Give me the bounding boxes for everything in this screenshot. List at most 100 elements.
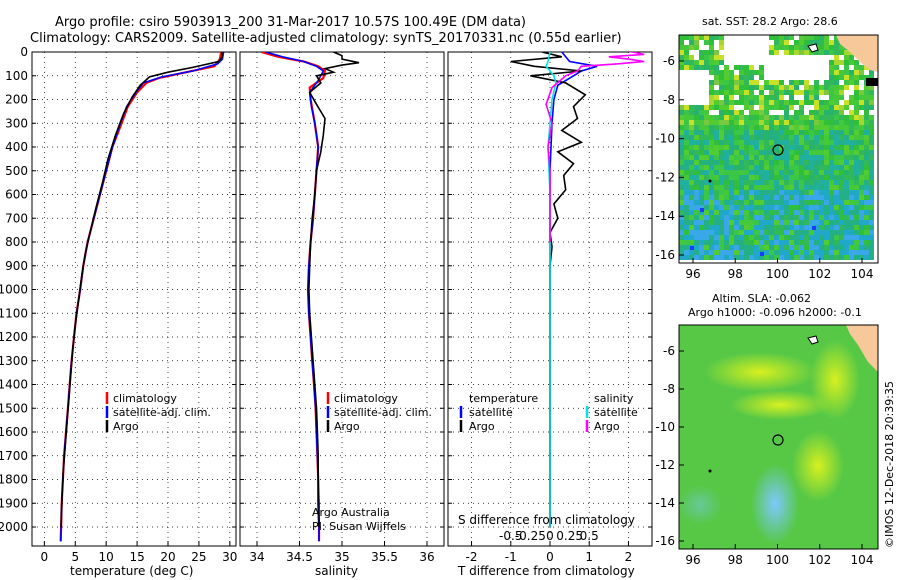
sst-cell — [709, 240, 714, 245]
sst-cell — [864, 145, 869, 150]
sst-cell — [749, 75, 754, 80]
sst-cell — [854, 180, 859, 185]
sst-cell — [749, 95, 754, 100]
sst-cell — [759, 240, 764, 245]
sst-cell — [709, 100, 714, 105]
sst-cell — [864, 255, 869, 260]
sst-cell — [729, 180, 734, 185]
sst-cell — [724, 160, 729, 165]
sst-cell — [839, 90, 844, 95]
depth-tick-label: 100 — [5, 69, 28, 83]
sst-cell — [804, 135, 809, 140]
top-tick-label: -0.25 — [515, 529, 546, 543]
sst-cell — [694, 215, 699, 220]
sst-cell — [744, 220, 749, 225]
sst-cell — [779, 120, 784, 125]
sst-cell — [734, 100, 739, 105]
sst-cell — [764, 150, 769, 155]
sst-cell — [794, 40, 799, 45]
x-tick-label: 36 — [419, 550, 434, 564]
sst-cell — [829, 40, 834, 45]
sst-cell — [829, 250, 834, 255]
sst-cell — [774, 115, 779, 120]
sst-cell — [854, 175, 859, 180]
sst-cell — [799, 150, 804, 155]
sst-cell — [774, 40, 779, 45]
sst-cell — [759, 95, 764, 100]
sst-cell — [849, 130, 854, 135]
sst-cell — [744, 150, 749, 155]
sst-cell — [854, 110, 859, 115]
sst-cell — [844, 140, 849, 145]
sst-cell — [844, 230, 849, 235]
sst-cell — [724, 90, 729, 95]
sst-cell — [754, 250, 759, 255]
map-y-tick-label: -10 — [655, 420, 675, 434]
sst-cell — [684, 200, 689, 205]
depth-tick-label: 600 — [5, 188, 28, 202]
map-x-tick-label: 104 — [851, 267, 874, 281]
sst-cell — [724, 250, 729, 255]
sla-map-title1: Altim. SLA: -0.062 — [712, 292, 811, 305]
sst-cell — [774, 250, 779, 255]
sst-cell — [844, 105, 849, 110]
sst-cell — [854, 205, 859, 210]
sst-cell — [864, 100, 869, 105]
sst-cell — [734, 185, 739, 190]
sst-cell — [824, 140, 829, 145]
sst-cell — [704, 125, 709, 130]
sst-cell — [784, 85, 789, 90]
sst-cell — [774, 150, 779, 155]
sst-cell — [690, 246, 694, 250]
sst-cell — [869, 140, 874, 145]
sst-cell — [829, 195, 834, 200]
sst-cell — [739, 170, 744, 175]
sst-cell — [749, 175, 754, 180]
sla-map-panel: Altim. SLA: -0.062 Argo h1000: -0.096 h2… — [655, 292, 879, 567]
sst-cell — [714, 225, 719, 230]
sst-cell — [684, 135, 689, 140]
sst-cell — [814, 130, 819, 135]
sst-cell — [684, 225, 689, 230]
sst-cell — [684, 110, 689, 115]
sst-cell — [839, 210, 844, 215]
sst-cell — [769, 185, 774, 190]
sst-cell — [869, 115, 874, 120]
sst-cell — [754, 245, 759, 250]
sst-cell — [854, 125, 859, 130]
sst-cell — [739, 130, 744, 135]
sst-cell — [704, 115, 709, 120]
sst-cell — [804, 80, 809, 85]
sst-cell — [819, 110, 824, 115]
sst-cell — [829, 240, 834, 245]
sst-cell — [869, 155, 874, 160]
sst-cell — [689, 240, 694, 245]
sst-cell — [719, 225, 724, 230]
sst-cell — [864, 120, 869, 125]
sst-cell — [814, 245, 819, 250]
sst-cell — [784, 100, 789, 105]
legend-satellite: satellite-adj. clim. — [113, 406, 211, 419]
sst-cell — [819, 185, 824, 190]
sst-cell — [824, 80, 829, 85]
sst-cell — [694, 150, 699, 155]
sst-cell — [819, 165, 824, 170]
sst-cell — [834, 190, 839, 195]
difference-xlabel-top: S difference from climatology — [458, 513, 635, 527]
map-x-tick-label: 100 — [766, 553, 789, 567]
sst-cell — [684, 220, 689, 225]
sst-cell — [779, 185, 784, 190]
sst-cell — [734, 245, 739, 250]
sst-cell — [799, 105, 804, 110]
sst-cell — [859, 95, 864, 100]
sst-cell — [689, 230, 694, 235]
sst-cell — [854, 225, 859, 230]
sst-cell — [769, 145, 774, 150]
sst-cell — [729, 85, 734, 90]
sst-cell — [844, 210, 849, 215]
sst-cell — [869, 95, 874, 100]
sst-cell — [754, 140, 759, 145]
legend-salinity-header: salinity — [594, 392, 634, 405]
sst-cell — [819, 125, 824, 130]
sst-cell — [729, 220, 734, 225]
